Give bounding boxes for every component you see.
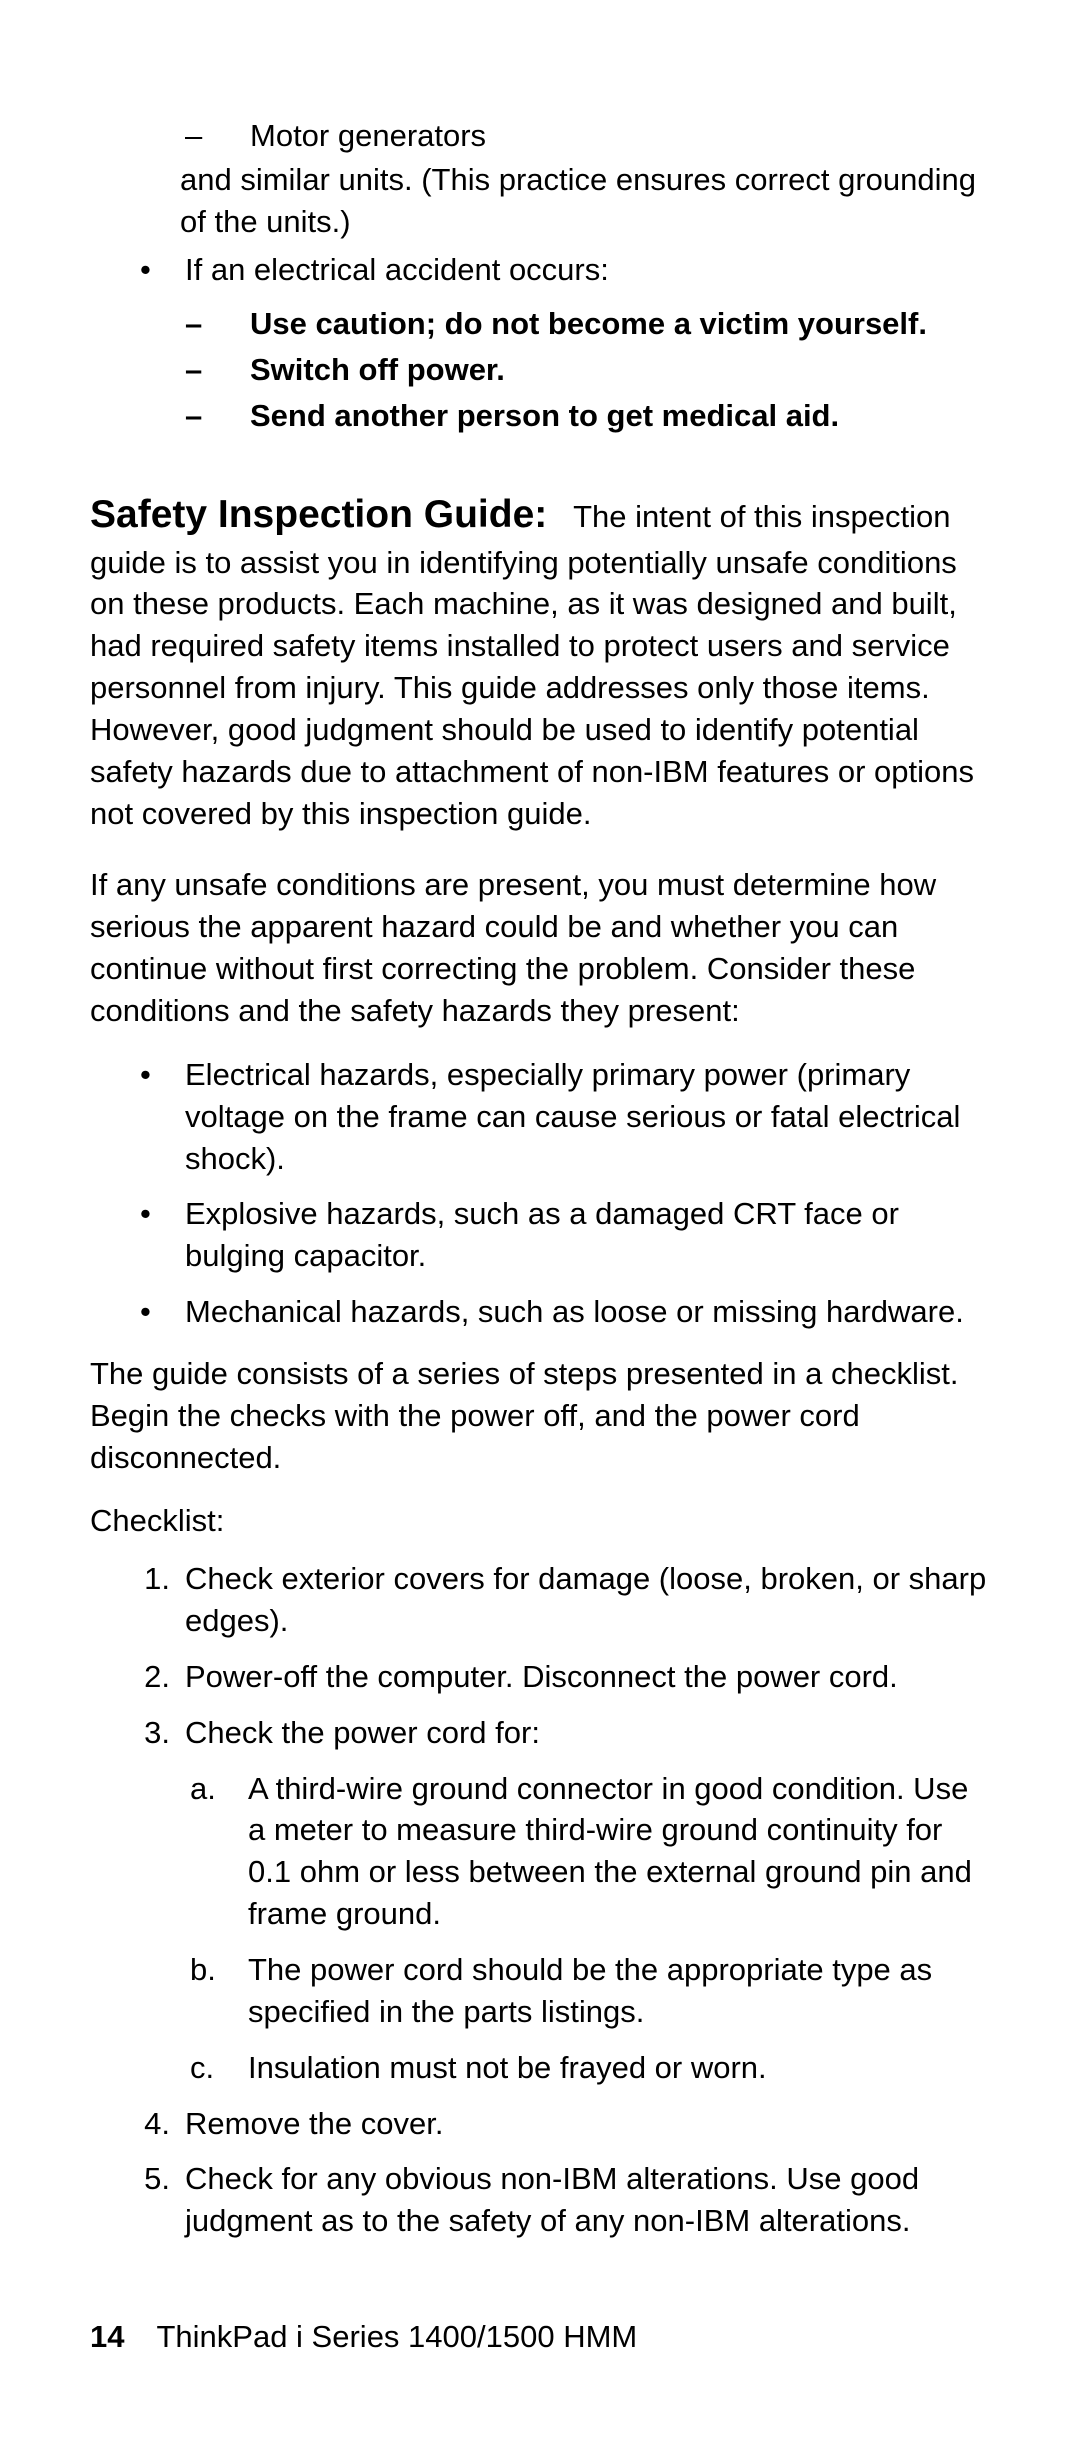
item-text: The power cord should be the appropriate… bbox=[248, 1952, 932, 2029]
item-number: 1. bbox=[112, 1558, 170, 1600]
checklist-label: Checklist: bbox=[90, 1500, 990, 1542]
item-text: Power-off the computer. Disconnect the p… bbox=[185, 1659, 898, 1694]
list-item: Electrical hazards, especially primary p… bbox=[140, 1054, 990, 1180]
hazards-list: Electrical hazards, especially primary p… bbox=[90, 1054, 990, 1333]
item-text: Check the power cord for: bbox=[185, 1715, 540, 1750]
unsafe-conditions-para: If any unsafe conditions are present, yo… bbox=[90, 864, 990, 1031]
item-text: Check for any obvious non-IBM alteration… bbox=[185, 2161, 919, 2238]
footer-title: ThinkPad i Series 1400/1500 HMM bbox=[156, 2319, 637, 2354]
list-item: Send another person to get medical aid. bbox=[185, 395, 990, 437]
list-item: 1. Check exterior covers for damage (loos… bbox=[112, 1558, 990, 1642]
checklist: 1. Check exterior covers for damage (loos… bbox=[90, 1558, 990, 2242]
list-item: If an electrical accident occurs: Use ca… bbox=[140, 249, 990, 437]
item-text: If an electrical accident occurs: bbox=[185, 252, 609, 287]
item-number: 5. bbox=[112, 2158, 170, 2200]
section-intro-para: Safety Inspection Guide: The intent of t… bbox=[90, 489, 990, 835]
item-number: 2. bbox=[112, 1656, 170, 1698]
item-text: Remove the cover. bbox=[185, 2106, 443, 2141]
accident-list: If an electrical accident occurs: Use ca… bbox=[90, 249, 990, 437]
item-text: Electrical hazards, especially primary p… bbox=[185, 1057, 960, 1176]
page-content: Motor generators and similar units. (Thi… bbox=[80, 115, 1000, 2242]
motor-gen-list: Motor generators bbox=[90, 115, 990, 157]
list-item: a. A third-wire ground connector in good … bbox=[190, 1768, 990, 1935]
power-cord-sublist: a. A third-wire ground connector in good … bbox=[185, 1768, 990, 2089]
list-item: Mechanical hazards, such as loose or mis… bbox=[140, 1291, 990, 1333]
item-text: Motor generators bbox=[250, 118, 486, 153]
list-item: c. Insulation must not be frayed or worn. bbox=[190, 2047, 990, 2089]
item-letter: b. bbox=[190, 1949, 216, 1991]
item-letter: c. bbox=[190, 2047, 214, 2089]
accident-sublist: Use caution; do not become a victim your… bbox=[185, 303, 990, 437]
safety-inspection-section: Safety Inspection Guide: The intent of t… bbox=[90, 489, 990, 2242]
item-letter: a. bbox=[190, 1768, 216, 1810]
item-text: Explosive hazards, such as a damaged CRT… bbox=[185, 1196, 899, 1273]
list-item: Use caution; do not become a victim your… bbox=[185, 303, 990, 345]
list-item: Switch off power. bbox=[185, 349, 990, 391]
guide-intro-para: The guide consists of a series of steps … bbox=[90, 1353, 990, 1479]
item-text: Use caution; do not become a victim your… bbox=[250, 306, 927, 341]
list-item: Explosive hazards, such as a damaged CRT… bbox=[140, 1193, 990, 1277]
item-text: Mechanical hazards, such as loose or mis… bbox=[185, 1294, 964, 1329]
list-item: Motor generators bbox=[185, 115, 990, 157]
item-text: Check exterior covers for damage (loose,… bbox=[185, 1561, 986, 1638]
item-number: 3. bbox=[112, 1712, 170, 1754]
item-text: Switch off power. bbox=[250, 352, 505, 387]
list-item: 3. Check the power cord for: a. A third-wi… bbox=[112, 1712, 990, 2089]
section-heading: Safety Inspection Guide: bbox=[90, 493, 547, 536]
section-intro-text: The intent of this inspection guide is t… bbox=[90, 499, 974, 831]
item-text: Insulation must not be frayed or worn. bbox=[248, 2050, 767, 2085]
item-text: A third-wire ground connector in good co… bbox=[248, 1771, 972, 1932]
list-item: 2. Power-off the computer. Disconnect the… bbox=[112, 1656, 990, 1698]
item-number: 4. bbox=[112, 2103, 170, 2145]
list-item: b. The power cord should be the appropria… bbox=[190, 1949, 990, 2033]
page-footer: 14 ThinkPad i Series 1400/1500 HMM bbox=[90, 2316, 637, 2358]
list-item: 5. Check for any obvious non-IBM alterati… bbox=[112, 2158, 990, 2242]
continuation-text: and similar units. (This practice ensure… bbox=[90, 159, 990, 243]
page-number: 14 bbox=[90, 2319, 124, 2354]
list-item: 4. Remove the cover. bbox=[112, 2103, 990, 2145]
item-text: Send another person to get medical aid. bbox=[250, 398, 839, 433]
